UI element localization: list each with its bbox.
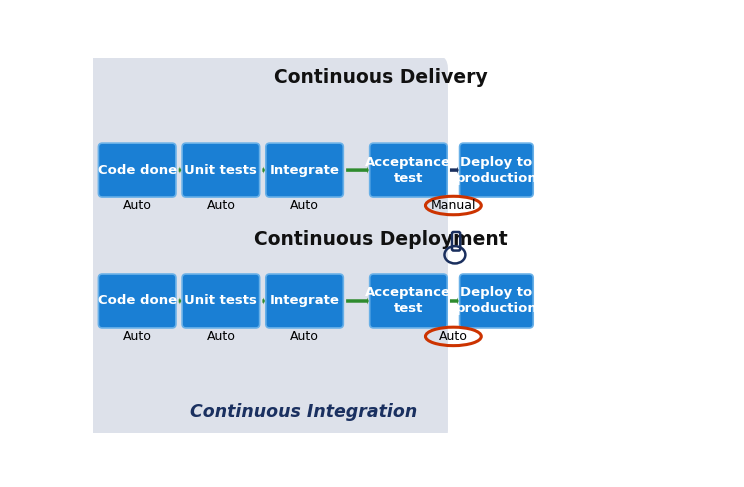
- Text: Auto: Auto: [439, 330, 468, 343]
- Text: Unit tests: Unit tests: [185, 164, 257, 177]
- Text: Continuous Delivery: Continuous Delivery: [275, 68, 488, 87]
- FancyBboxPatch shape: [370, 143, 447, 197]
- Text: Auto: Auto: [290, 330, 319, 343]
- Text: Integrate: Integrate: [269, 164, 339, 177]
- FancyBboxPatch shape: [460, 143, 533, 197]
- Text: Acceptance
test: Acceptance test: [365, 286, 452, 316]
- Text: Code done: Code done: [97, 164, 177, 177]
- Text: Auto: Auto: [123, 330, 152, 343]
- Text: Unit tests: Unit tests: [185, 295, 257, 307]
- FancyBboxPatch shape: [98, 143, 176, 197]
- FancyBboxPatch shape: [182, 274, 260, 328]
- FancyBboxPatch shape: [98, 274, 176, 328]
- Text: Auto: Auto: [123, 199, 152, 212]
- Text: Deploy to
production: Deploy to production: [455, 286, 537, 316]
- Text: Code done: Code done: [97, 295, 177, 307]
- FancyBboxPatch shape: [460, 274, 533, 328]
- FancyBboxPatch shape: [266, 143, 343, 197]
- FancyBboxPatch shape: [82, 55, 448, 444]
- Text: Continuous Integration: Continuous Integration: [190, 403, 417, 421]
- Text: Integrate: Integrate: [269, 295, 339, 307]
- Text: Deploy to
production: Deploy to production: [455, 155, 537, 185]
- Text: Auto: Auto: [290, 199, 319, 212]
- Text: Manual: Manual: [431, 199, 476, 212]
- Text: Auto: Auto: [206, 199, 235, 212]
- Text: Auto: Auto: [206, 330, 235, 343]
- Text: Acceptance
test: Acceptance test: [365, 155, 452, 185]
- FancyBboxPatch shape: [370, 274, 447, 328]
- FancyBboxPatch shape: [182, 143, 260, 197]
- Text: Continuous Deployment: Continuous Deployment: [254, 230, 508, 249]
- FancyBboxPatch shape: [266, 274, 343, 328]
